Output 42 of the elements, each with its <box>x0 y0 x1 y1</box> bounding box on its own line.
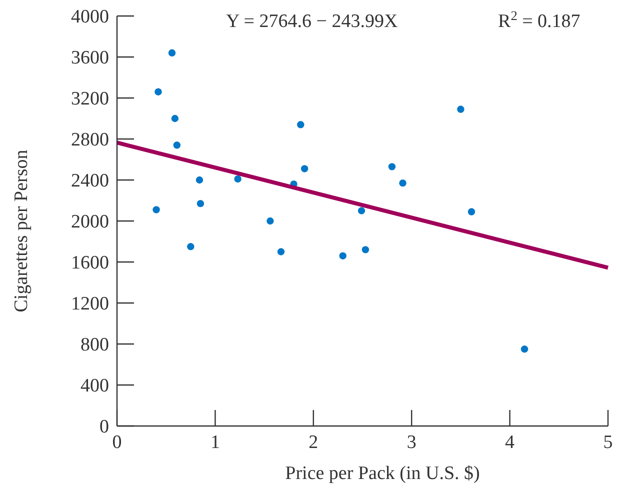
point <box>266 217 274 225</box>
x-tick-label: 2 <box>308 432 318 453</box>
x-tick-label: 3 <box>406 432 416 453</box>
point <box>358 207 366 214</box>
y-tick-label: 800 <box>80 334 109 356</box>
point <box>457 106 464 113</box>
point <box>300 165 308 172</box>
point <box>187 243 194 250</box>
point <box>168 49 176 56</box>
y-tick-label: 400 <box>80 376 109 397</box>
y-tick-label: 1200 <box>71 294 109 315</box>
point <box>520 346 528 353</box>
point <box>196 176 204 184</box>
x-tick-label: 1 <box>210 432 220 453</box>
x-tick-label: 4 <box>505 432 516 453</box>
y-tick-label: 3600 <box>71 48 109 69</box>
y-tick-label: 3200 <box>71 88 109 110</box>
y-tick-label: 2000 <box>71 212 109 233</box>
point <box>399 179 406 187</box>
point <box>234 175 242 183</box>
point <box>152 206 160 214</box>
y-tick-label: 0 <box>100 416 109 438</box>
x-tick-label: 0 <box>112 432 122 453</box>
point <box>173 142 180 149</box>
point <box>154 88 162 96</box>
annotation: Y = 2764.6 − 243.99X <box>226 11 398 32</box>
point <box>171 114 179 122</box>
point <box>297 121 304 128</box>
y-tick-label: 4000 <box>71 6 109 28</box>
point <box>362 246 370 254</box>
x-axis-title: Price per Pack (in U.S. $) <box>285 463 480 484</box>
point <box>468 208 476 216</box>
point <box>339 252 346 260</box>
point <box>388 163 396 170</box>
annotation: R$^{2}$ = 0.187 <box>498 8 580 32</box>
y-tick-label: 2400 <box>71 170 109 192</box>
x-tick-label: 5 <box>603 432 613 453</box>
y-tick-label: 1600 <box>71 252 109 274</box>
point <box>196 200 204 208</box>
y-tick-label: 2800 <box>71 130 109 151</box>
y-axis-title: Cigarettes per Person <box>11 149 32 312</box>
point <box>277 248 285 256</box>
